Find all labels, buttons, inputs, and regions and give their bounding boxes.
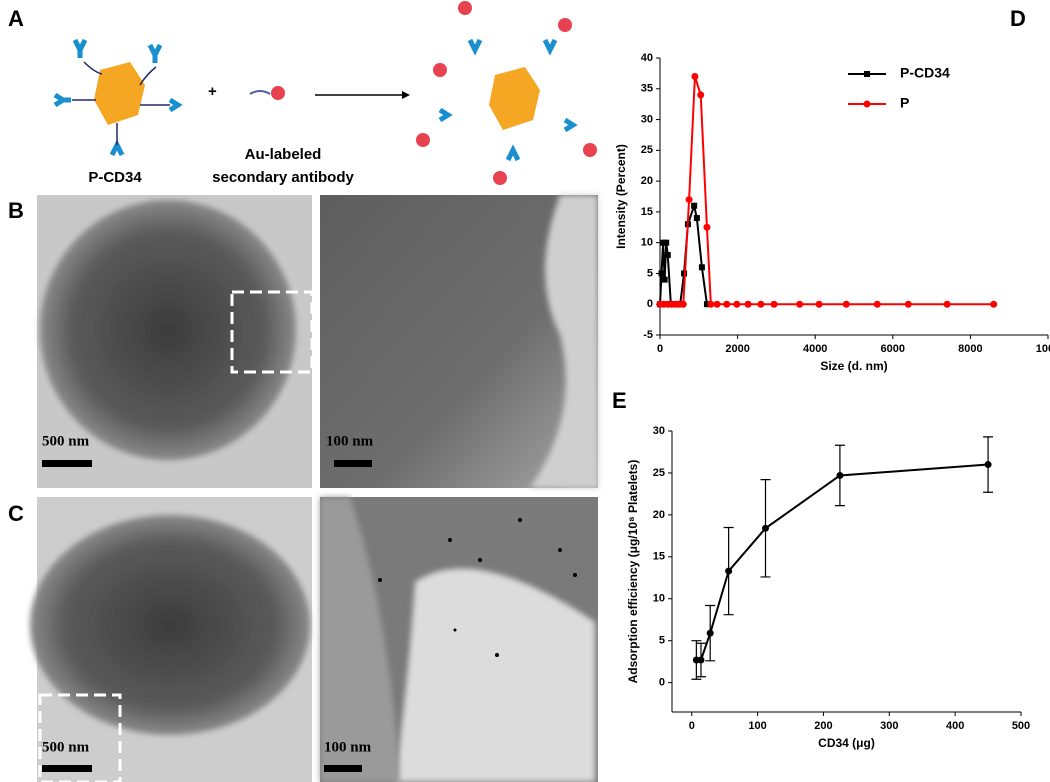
y-tick-label: 20 (641, 175, 653, 187)
x-tick-label: 400 (946, 720, 964, 732)
scheme-label: P-CD34 (88, 169, 142, 186)
legend-marker (863, 100, 871, 108)
point (698, 264, 705, 271)
y-tick-label: 5 (647, 267, 653, 279)
y-axis-label: Adsorption efficiency (μg/10⁸ Platelets) (626, 460, 640, 684)
x-tick-label: 1000 (1036, 343, 1050, 355)
point (770, 300, 778, 308)
x-tick-label: 0 (657, 343, 663, 355)
particle (94, 62, 145, 125)
point (661, 276, 668, 283)
point (703, 301, 710, 308)
y-tick-label: 40 (641, 52, 653, 64)
point (691, 202, 698, 209)
point (660, 239, 667, 246)
x-tick-label: 500 (1012, 720, 1030, 732)
scale-label: 500 nm (42, 739, 90, 755)
y-tick-label: 15 (641, 206, 653, 218)
y-axis-label: Intensity (Percent) (614, 144, 628, 249)
point (664, 251, 671, 258)
point (796, 300, 804, 308)
legend-marker (864, 71, 870, 77)
point (706, 629, 714, 637)
legend-label: P (900, 95, 909, 111)
y-tick-label: 0 (647, 298, 653, 310)
scale-label: 100 nm (326, 433, 374, 449)
scale-label: 500 nm (42, 433, 90, 449)
point (707, 300, 715, 308)
legend-label: P-CD34 (900, 65, 950, 81)
point (697, 91, 705, 99)
y-tick-label: 35 (641, 83, 653, 95)
point (744, 300, 752, 308)
point (873, 300, 881, 308)
panel-label: C (8, 501, 24, 526)
point (723, 300, 731, 308)
x-axis-label: CD34 (μg) (818, 736, 875, 750)
point (685, 196, 693, 204)
point (990, 300, 998, 308)
point (815, 300, 823, 308)
point (663, 239, 670, 246)
point (762, 524, 770, 532)
scale-label: 100 nm (324, 739, 372, 755)
x-tick-label: 6000 (881, 343, 905, 355)
y-tick-label: 20 (653, 509, 665, 521)
y-tick-label: 15 (653, 551, 665, 563)
point (658, 270, 665, 277)
point (713, 300, 721, 308)
point (679, 300, 687, 308)
y-tick-label: 10 (641, 237, 653, 249)
panel-label: A (8, 6, 24, 31)
antibodies (53, 38, 183, 157)
scheme-label: Au-labeled (245, 146, 322, 163)
scheme: A + P-CD34 Au-labeled secondary antibody (8, 1, 597, 186)
y-tick-label: 30 (641, 113, 653, 125)
point (693, 215, 700, 222)
x-tick-label: 0 (689, 720, 695, 732)
x-tick-label: 100 (748, 720, 766, 732)
point (691, 72, 699, 80)
point (725, 567, 733, 575)
point (697, 656, 705, 664)
point (904, 300, 912, 308)
point (757, 300, 765, 308)
plus: + (208, 83, 217, 100)
series-line (696, 463, 989, 661)
panel-label: E (612, 388, 627, 413)
y-tick-label: -5 (643, 329, 653, 341)
series-line (660, 76, 994, 306)
y-tick-label: 5 (659, 635, 665, 647)
y-tick-label: 30 (653, 425, 665, 437)
x-tick-label: 2000 (725, 343, 749, 355)
point (943, 300, 951, 308)
x-tick-label: 4000 (803, 343, 827, 355)
y-tick-label: 0 (659, 677, 665, 689)
scheme-label: secondary antibody (212, 169, 354, 186)
x-axis-label: Size (d. nm) (820, 359, 887, 373)
point (703, 223, 711, 231)
y-tick-label: 25 (653, 467, 665, 479)
y-tick-label: 25 (641, 144, 653, 156)
point (733, 300, 741, 308)
x-tick-label: 8000 (958, 343, 982, 355)
gold (271, 86, 285, 100)
x-tick-label: 300 (880, 720, 898, 732)
y-tick-label: 10 (653, 593, 665, 605)
panel-label: D (1010, 6, 1026, 31)
point (842, 300, 850, 308)
point (836, 471, 844, 479)
x-tick-label: 200 (814, 720, 832, 732)
panel-label: B (8, 198, 24, 223)
point (984, 461, 992, 469)
